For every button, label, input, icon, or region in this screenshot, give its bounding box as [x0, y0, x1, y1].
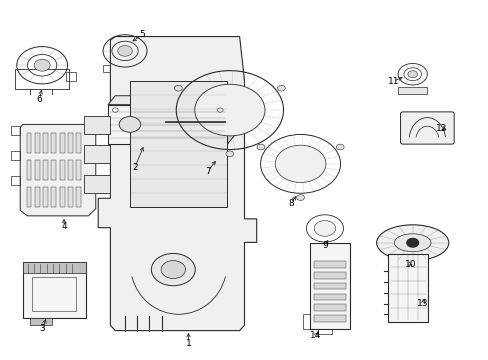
Bar: [60, 160, 64, 180]
Bar: [76, 134, 81, 153]
Text: 3: 3: [39, 324, 45, 333]
Polygon shape: [108, 96, 234, 105]
Text: 6: 6: [37, 95, 42, 104]
Text: 14: 14: [309, 332, 320, 341]
Bar: [43, 134, 48, 153]
Bar: [22, 262, 86, 273]
Bar: [397, 87, 427, 94]
Bar: [51, 187, 56, 207]
Circle shape: [277, 85, 285, 91]
Text: 4: 4: [61, 222, 67, 231]
Bar: [30, 318, 52, 325]
Bar: [314, 315, 346, 321]
Circle shape: [275, 145, 325, 183]
Text: 5: 5: [139, 30, 144, 39]
Ellipse shape: [376, 225, 448, 261]
Bar: [314, 283, 346, 289]
Bar: [26, 134, 31, 153]
Bar: [43, 187, 48, 207]
Text: 12: 12: [435, 123, 447, 132]
Bar: [314, 294, 346, 300]
Circle shape: [34, 59, 50, 71]
Text: 8: 8: [287, 199, 293, 208]
Bar: [314, 272, 346, 279]
Bar: [26, 160, 31, 180]
Bar: [43, 160, 48, 180]
Polygon shape: [83, 175, 110, 193]
Polygon shape: [83, 145, 110, 163]
Circle shape: [336, 144, 344, 150]
Bar: [314, 305, 346, 311]
Circle shape: [161, 261, 185, 279]
Text: 13: 13: [416, 299, 427, 308]
Bar: [108, 105, 227, 144]
Circle shape: [407, 71, 417, 78]
Bar: [387, 253, 427, 321]
Bar: [68, 134, 73, 153]
Text: 10: 10: [404, 260, 415, 269]
Text: 7: 7: [204, 167, 210, 176]
Bar: [76, 187, 81, 207]
Text: 11: 11: [386, 77, 398, 86]
Bar: [315, 244, 334, 253]
Bar: [35, 134, 40, 153]
Bar: [35, 160, 40, 180]
Bar: [26, 187, 31, 207]
Circle shape: [118, 46, 132, 56]
Bar: [310, 243, 349, 329]
Bar: [22, 262, 86, 318]
Bar: [60, 187, 64, 207]
Bar: [130, 81, 227, 207]
Text: 9: 9: [322, 241, 327, 250]
FancyBboxPatch shape: [400, 112, 453, 144]
Bar: [32, 277, 76, 311]
Polygon shape: [20, 125, 96, 216]
Text: 2: 2: [132, 163, 137, 172]
Polygon shape: [98, 37, 256, 330]
Polygon shape: [83, 116, 110, 134]
Circle shape: [174, 85, 182, 91]
Bar: [35, 187, 40, 207]
Bar: [51, 134, 56, 153]
Circle shape: [314, 221, 335, 236]
Circle shape: [406, 238, 418, 247]
Bar: [314, 261, 346, 268]
Bar: [76, 160, 81, 180]
Circle shape: [257, 144, 264, 150]
Circle shape: [119, 117, 141, 132]
Bar: [68, 187, 73, 207]
Circle shape: [151, 253, 195, 286]
Bar: [68, 160, 73, 180]
Bar: [60, 134, 64, 153]
Ellipse shape: [394, 234, 430, 252]
Text: 1: 1: [185, 339, 191, 348]
Circle shape: [194, 84, 264, 136]
Polygon shape: [227, 96, 234, 144]
Circle shape: [225, 151, 233, 157]
Circle shape: [296, 195, 304, 201]
Bar: [51, 160, 56, 180]
